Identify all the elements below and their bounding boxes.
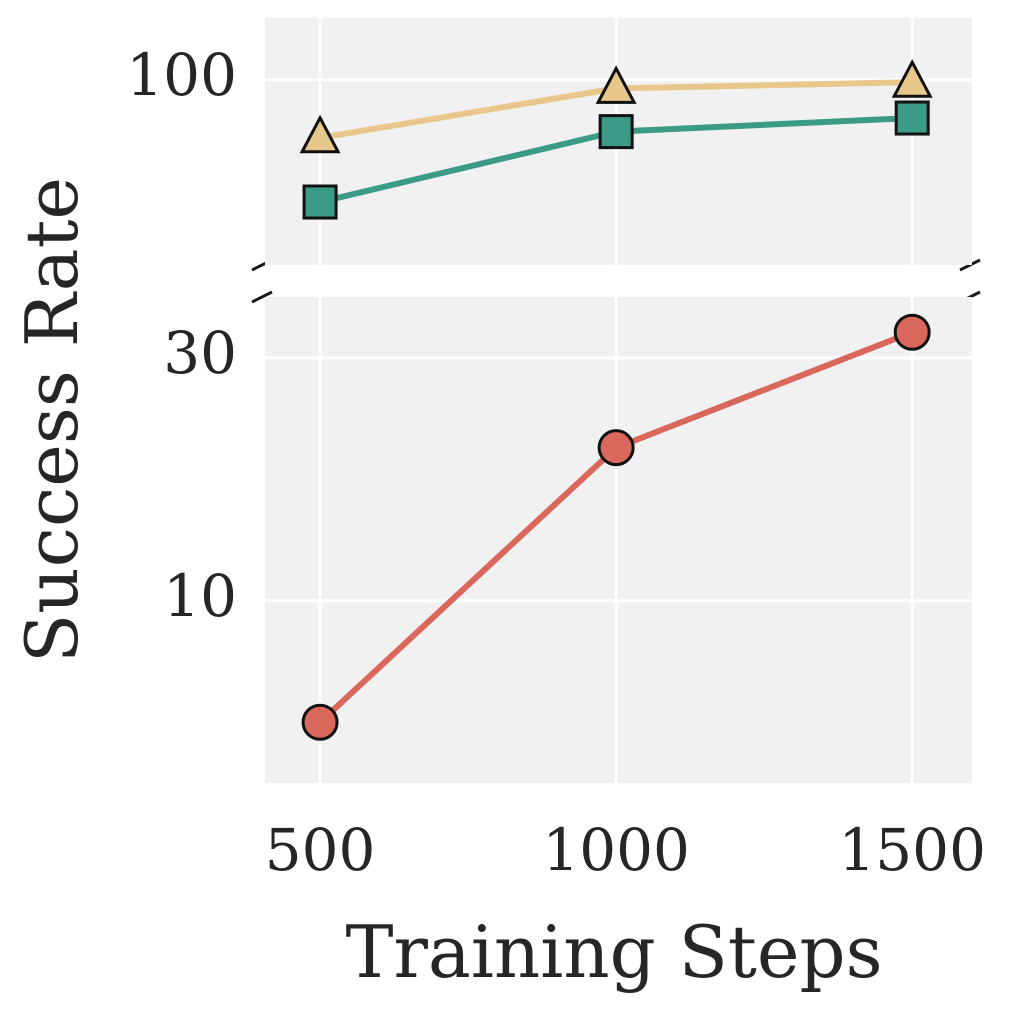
plot-background [265, 297, 972, 783]
y-tick-label: 10 [163, 562, 237, 630]
x-tick-label: 1000 [542, 816, 690, 884]
marker [595, 65, 637, 104]
marker [299, 114, 341, 154]
panel: 100 [126, 18, 972, 265]
marker [894, 100, 930, 136]
marker [893, 313, 931, 351]
axis-break [251, 258, 981, 304]
y-tick-label: 30 [163, 319, 237, 387]
marker [301, 703, 339, 741]
x-tick-label: 500 [265, 816, 376, 884]
x-axis-label: Training Steps [345, 910, 882, 994]
x-tick-label: 1500 [838, 816, 986, 884]
panel: 10 30 500 1000 1500 [163, 297, 986, 884]
marker [597, 429, 635, 467]
y-axis-label: Success Rate [10, 177, 94, 663]
y-tick-label: 100 [126, 41, 237, 109]
marker [302, 184, 338, 220]
marker [598, 114, 634, 150]
marker [891, 59, 933, 98]
